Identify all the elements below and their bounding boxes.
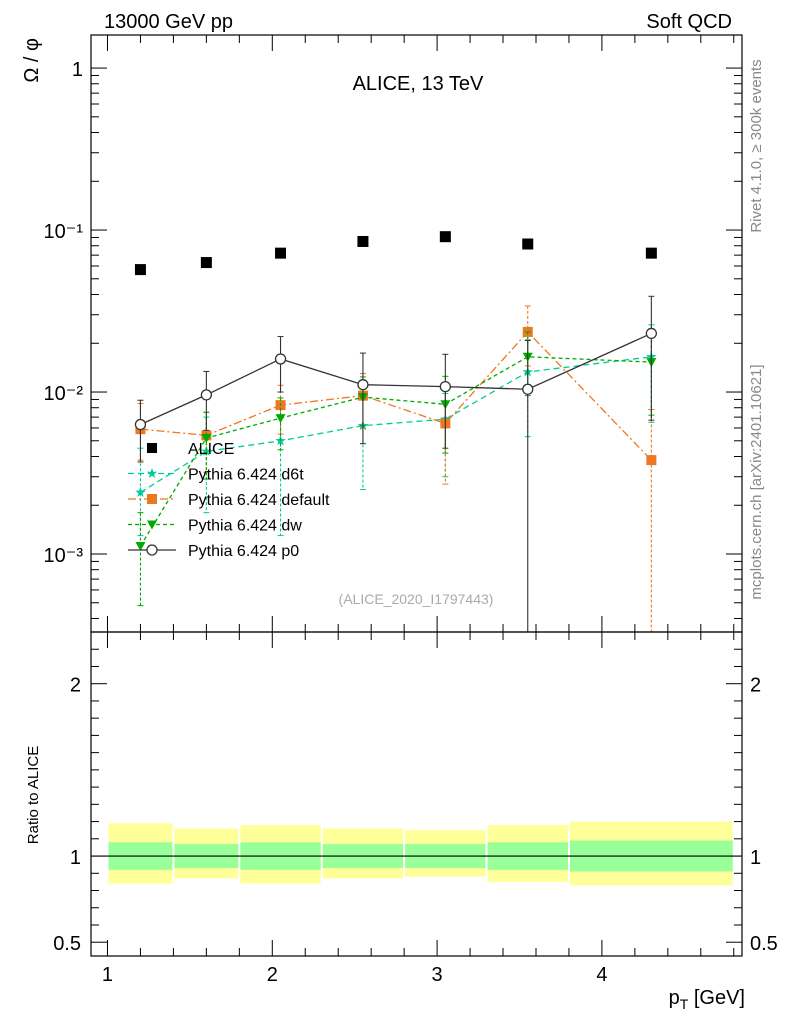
data-point-pythia-6-424-dw (135, 542, 146, 552)
data-point-pythia-6-424-p0 (439, 380, 451, 393)
legend-marker-pythia-6-424-default (147, 494, 157, 504)
legend-label-pythia-6-424-p0: Pythia 6.424 p0 (188, 543, 299, 560)
x-tick-label: 1 (102, 964, 113, 986)
ratio-tick-label-right: 2 (750, 675, 761, 697)
ratio-axis-label: Ratio to ALICE (25, 746, 42, 844)
data-point-pythia-6-424-d6t (201, 445, 212, 456)
mcplots-label: mcplots.cern.ch [arXiv:2401.10621] (748, 364, 765, 599)
ratio-tick-label-right: 0.5 (750, 933, 778, 955)
data-point-pythia-6-424-d6t (135, 486, 146, 497)
legend-marker-pythia-6-424-p0 (146, 544, 158, 556)
y-tick-label: 10⁻² (44, 383, 84, 405)
data-point-pythia-6-424-p0 (134, 418, 147, 431)
ratio-tick-label-left: 0.5 (53, 933, 81, 955)
y-tick-label: 10⁻¹ (44, 221, 84, 243)
data-point-pythia-6-424-dw (275, 414, 286, 424)
legend-label-pythia-6-424-default: Pythia 6.424 default (188, 492, 330, 509)
data-point-alice (200, 257, 212, 269)
legend-marker-pythia-6-424-dw (147, 520, 157, 530)
data-point-pythia-6-424-p0 (200, 389, 213, 401)
x-axis-label: pT [GeV] (669, 987, 745, 1012)
data-point-alice (522, 238, 534, 250)
analysis-id-label: (ALICE_2020_I1797443) (339, 591, 494, 607)
y-axis-label: Ω / φ (21, 38, 43, 83)
x-tick-label: 3 (432, 964, 443, 986)
ratio-tick-label-left: 1 (70, 847, 81, 869)
data-point-pythia-6-424-p0 (274, 353, 287, 365)
ratio-frame (90, 631, 743, 957)
ratio-tick-label-left: 2 (70, 675, 81, 697)
header-left-label: 13000 GeV pp (104, 11, 233, 33)
legend-marker-alice (147, 443, 157, 453)
x-tick-label: 4 (596, 964, 607, 986)
ratio-panel (91, 821, 742, 886)
legend-marker-pythia-6-424-d6t (146, 468, 158, 478)
data-point-alice (275, 247, 287, 259)
data-point-pythia-6-424-p0 (522, 383, 534, 395)
legend-label-pythia-6-424-d6t: Pythia 6.424 d6t (188, 467, 304, 484)
data-point-pythia-6-424-default (646, 455, 657, 466)
legend-label-alice: ALICE (188, 441, 234, 458)
data-point-alice (439, 231, 451, 243)
main-panel (134, 231, 658, 632)
x-tick-label: 2 (267, 964, 278, 986)
data-point-pythia-6-424-p0 (645, 327, 658, 340)
data-point-pythia-6-424-dw (201, 434, 212, 444)
data-point-alice (357, 235, 369, 247)
chart-title: ALICE, 13 TeV (353, 73, 484, 95)
y-tick-label: 1 (72, 59, 83, 81)
data-point-pythia-6-424-p0 (357, 379, 369, 391)
data-point-alice (134, 264, 146, 276)
series-line-pythia-6-424-p0 (140, 332, 652, 426)
ratio-tick-label-right: 1 (750, 847, 761, 869)
legend-label-pythia-6-424-dw: Pythia 6.424 dw (188, 518, 302, 535)
data-point-alice (645, 247, 657, 259)
header-right-label: Soft QCD (646, 11, 732, 33)
legend: ALICE Pythia 6.424 d6t Pythia 6.424 defaul… (128, 441, 330, 560)
y-tick-label: 10⁻³ (44, 545, 84, 567)
axes-frame: 1 10⁻¹ 10⁻² 10⁻³ 1 2 3 4 0.5 0.5 1 1 2 2 (44, 34, 778, 986)
rivet-version-label: Rivet 4.1.0, ≥ 300k events (748, 59, 765, 232)
